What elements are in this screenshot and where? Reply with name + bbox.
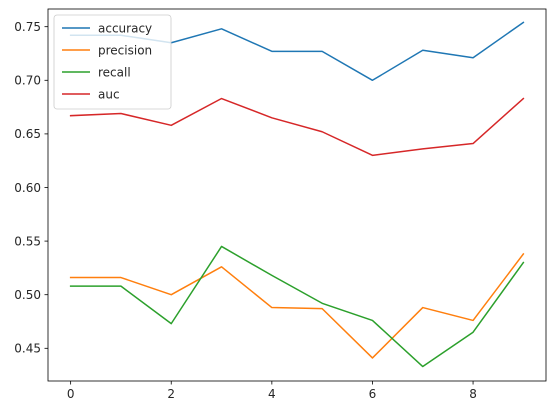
y-tick-label: 0.45 — [14, 342, 41, 356]
legend-label-precision: precision — [98, 43, 152, 57]
plot-lines — [69, 21, 525, 368]
x-tick-label: 4 — [268, 387, 276, 401]
y-tick-label: 0.70 — [14, 74, 41, 88]
legend-label-accuracy: accuracy — [98, 21, 152, 35]
y-tick-label: 0.55 — [14, 234, 41, 248]
x-tick-label: 2 — [167, 387, 175, 401]
y-tick-label: 0.60 — [14, 181, 41, 195]
plot-frame — [47, 8, 547, 382]
legend-box — [53, 14, 172, 110]
series-line-precision — [69, 252, 525, 359]
x-axis: 0 2 4 6 8 — [67, 381, 477, 401]
x-tick-label: 6 — [369, 387, 377, 401]
x-tick-label: 0 — [67, 387, 75, 401]
y-tick-label: 0.65 — [14, 127, 41, 141]
y-tick-label: 0.50 — [14, 288, 41, 302]
x-tick-label: 8 — [469, 387, 477, 401]
legend-label-recall: recall — [98, 65, 131, 79]
legend-label-auc: auc — [98, 87, 120, 101]
series-line-recall — [69, 245, 525, 368]
legend: accuracy precision recall auc — [53, 14, 172, 110]
series-line-auc — [69, 97, 525, 157]
y-tick-label: 0.75 — [14, 20, 41, 34]
y-axis: 0.45 0.50 0.55 0.60 0.65 0.70 0.75 — [14, 20, 48, 356]
